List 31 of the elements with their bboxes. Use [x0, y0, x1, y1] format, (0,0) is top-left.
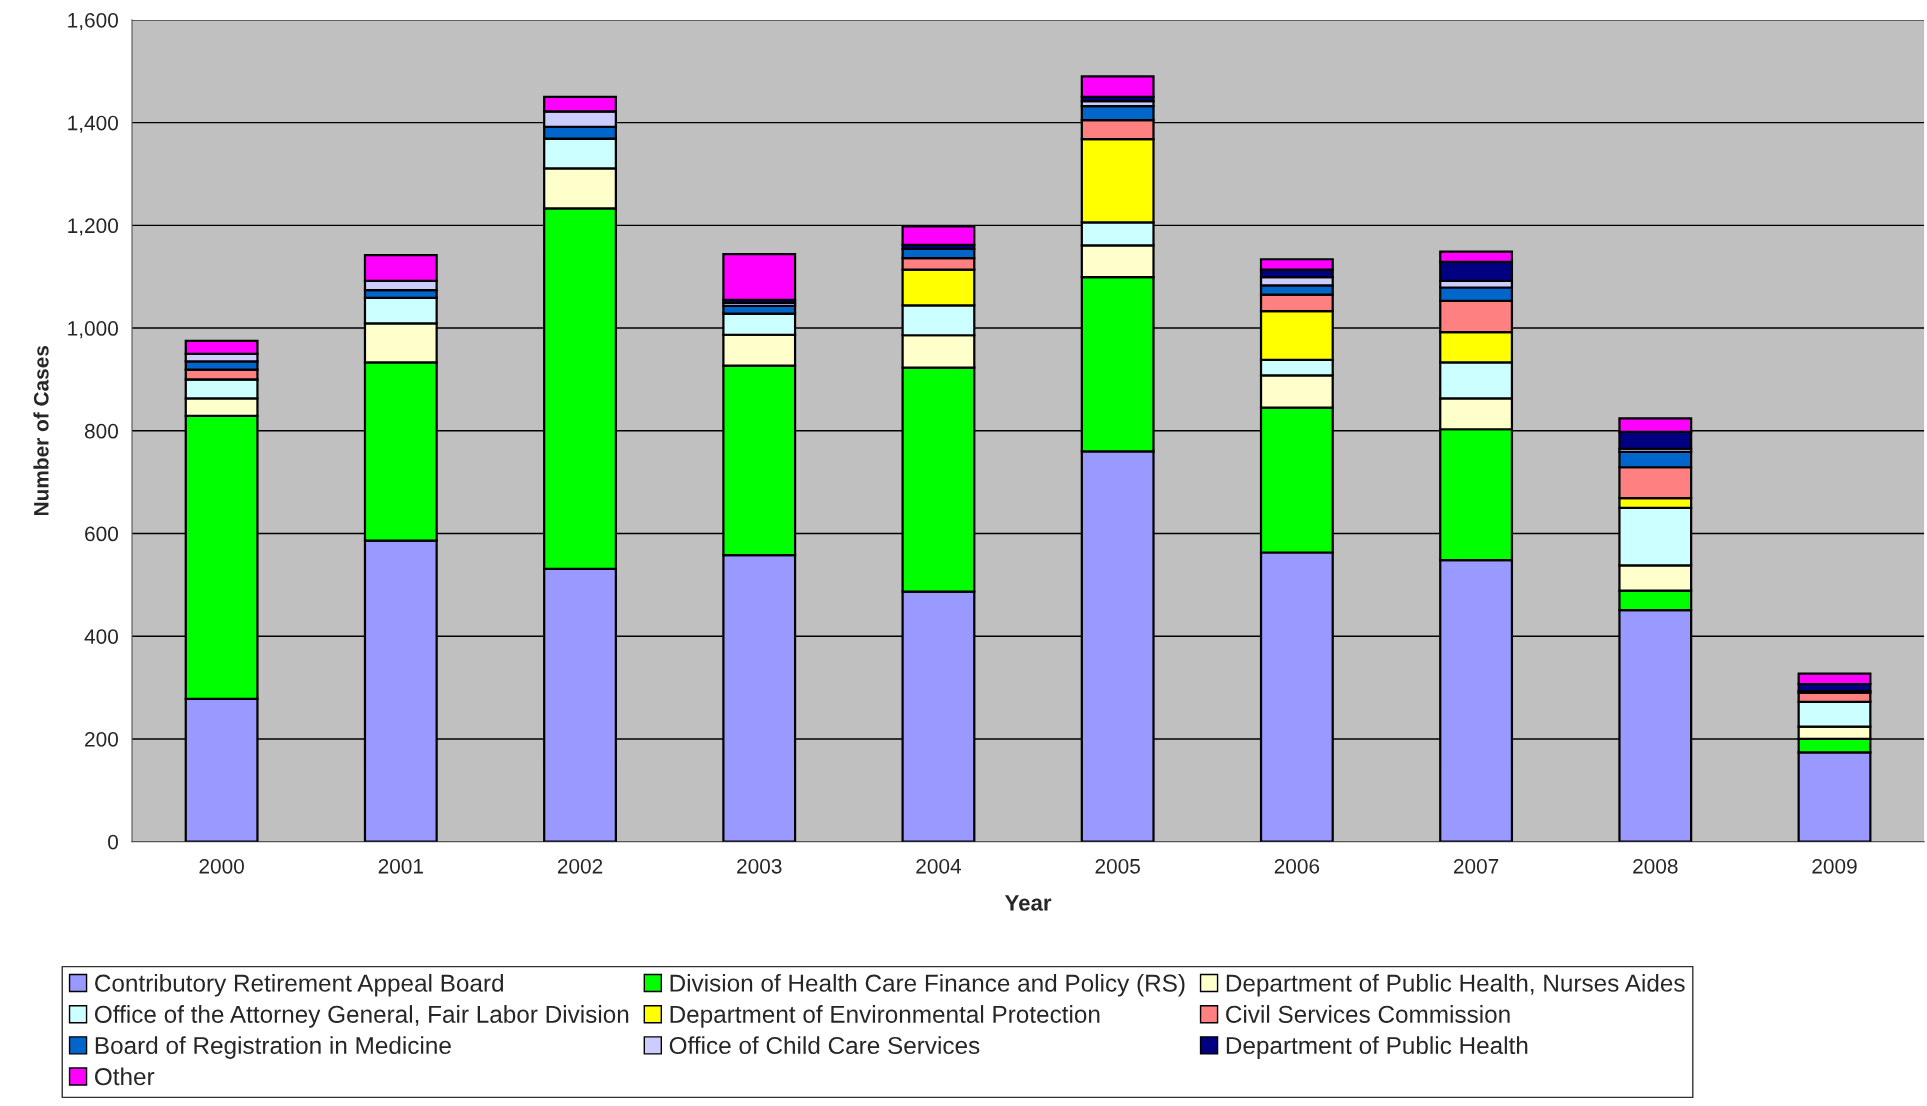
- legend-label: Board of Registration in Medicine: [95, 1036, 451, 1059]
- x-tick-label: 2009: [1812, 858, 1857, 874]
- legend-label: Department of Public Health: [1226, 1036, 1528, 1059]
- x-axis-title: Year: [1004, 895, 1052, 911]
- x-tick-label: 2005: [1095, 858, 1140, 874]
- y-tick-label: 1,200: [68, 218, 118, 236]
- legend-label: Office of Child Care Services: [669, 1036, 980, 1055]
- legend-label: Department of Public Health, Nurses Aides: [1226, 973, 1685, 997]
- y-tick-label: 0: [108, 834, 118, 850]
- x-tick-label: 2008: [1633, 858, 1678, 874]
- y-tick-label: 400: [84, 629, 118, 644]
- x-tick-label: 2007: [1453, 858, 1499, 874]
- x-tick-label: 2004: [916, 858, 962, 874]
- x-tick-label: 2001: [378, 858, 423, 874]
- y-tick-label: 600: [85, 526, 118, 542]
- x-tick-label: 2002: [557, 858, 603, 874]
- y-axis-title: Number of Cases: [33, 345, 49, 516]
- legend-label: Department of Environmental Protection: [670, 1005, 1100, 1028]
- legend-label: Civil Services Commission: [1226, 1005, 1510, 1023]
- legend-label: Division of Health Care Finance and Policy (RS): [670, 973, 1185, 997]
- y-tick-label: 1,000: [68, 321, 118, 339]
- x-tick-label: 2006: [1274, 858, 1320, 874]
- legend-label: Office of the Attorney General, Fair Labor Division: [95, 1005, 629, 1028]
- legend-label: Other: [95, 1067, 155, 1086]
- y-tick-label: 200: [85, 731, 118, 747]
- y-tick-label: 1,600: [68, 12, 118, 31]
- legend-label: Contributory Retirement Appeal Board: [95, 973, 503, 997]
- y-tick-label: 1,400: [68, 115, 118, 133]
- x-tick-label: 2000: [199, 858, 244, 874]
- x-tick-label: 2003: [737, 858, 782, 874]
- y-tick-label: 800: [84, 423, 118, 439]
